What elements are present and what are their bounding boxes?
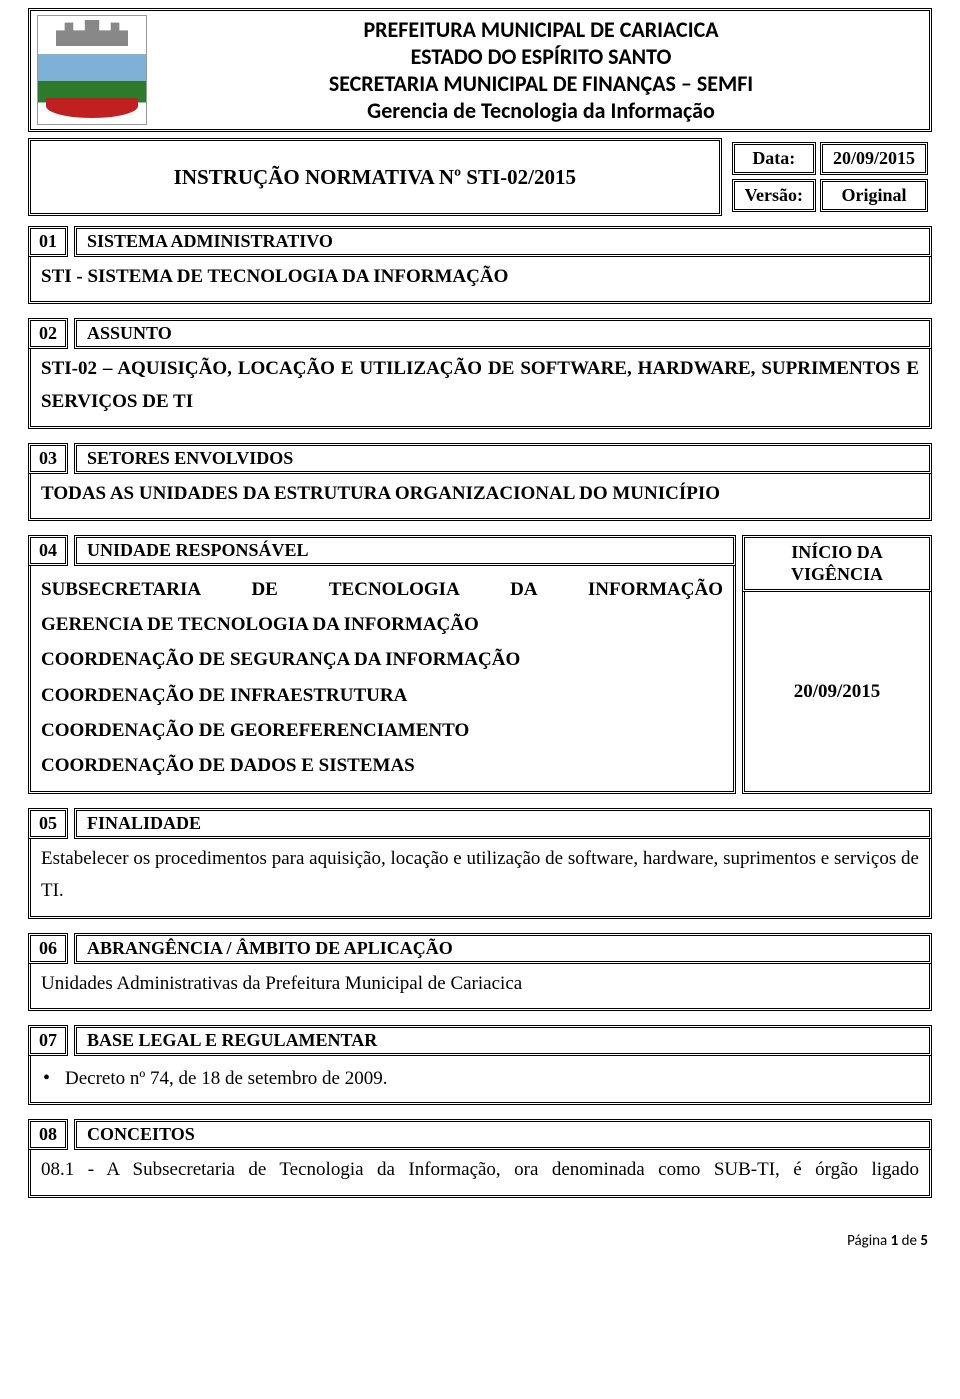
section-06: 06 ABRANGÊNCIA / ÂMBITO DE APLICAÇÃO Uni…	[28, 933, 932, 1011]
section-03-body: TODAS AS UNIDADES DA ESTRUTURA ORGANIZAC…	[28, 474, 932, 521]
document-header: PREFEITURA MUNICIPAL DE CARIACICA ESTADO…	[28, 8, 932, 132]
section-06-title: ABRANGÊNCIA / ÂMBITO DE APLICAÇÃO	[74, 933, 932, 964]
section-04: 04 UNIDADE RESPONSÁVEL SUBSECRETARIA DE …	[28, 535, 932, 794]
section-07-num: 07	[28, 1025, 68, 1056]
section-05-title: FINALIDADE	[74, 808, 932, 839]
section-02-body: STI-02 – AQUISIÇÃO, LOCAÇÃO E UTILIZAÇÃO…	[28, 349, 932, 429]
section-07-body: Decreto nº 74, de 18 de setembro de 2009…	[28, 1056, 932, 1105]
section-08-title: CONCEITOS	[74, 1119, 932, 1150]
section-05-body: Estabelecer os procedimentos para aquisi…	[28, 839, 932, 919]
section-04-line1: SUBSECRETARIA DE TECNOLOGIA DA INFORMAÇÃ…	[41, 572, 723, 607]
section-02-title: ASSUNTO	[74, 318, 932, 349]
municipality-logo	[37, 15, 147, 125]
meta-data-label: Data:	[732, 142, 816, 175]
section-01-num: 01	[28, 226, 68, 257]
vigencia-date: 20/09/2015	[742, 592, 932, 794]
section-03-title: SETORES ENVOLVIDOS	[74, 443, 932, 474]
section-07: 07 BASE LEGAL E REGULAMENTAR Decreto nº …	[28, 1025, 932, 1105]
section-08-body: 08.1 - A Subsecretaria de Tecnologia da …	[28, 1150, 932, 1197]
section-03: 03 SETORES ENVOLVIDOS TODAS AS UNIDADES …	[28, 443, 932, 521]
section-04-line4: COORDENAÇÃO DE INFRAESTRUTURA	[41, 678, 723, 713]
section-04-num: 04	[28, 535, 68, 566]
meta-data-value: 20/09/2015	[820, 142, 928, 175]
section-04-line3: COORDENAÇÃO DE SEGURANÇA DA INFORMAÇÃO	[41, 642, 723, 677]
page-footer: Página 1 de 5	[28, 1232, 932, 1250]
section-01: 01 SISTEMA ADMINISTRATIVO STI - SISTEMA …	[28, 226, 932, 304]
section-06-num: 06	[28, 933, 68, 964]
header-line-4: Gerencia de Tecnologia da Informação	[159, 97, 923, 124]
section-07-title: BASE LEGAL E REGULAMENTAR	[74, 1025, 932, 1056]
section-05-num: 05	[28, 808, 68, 839]
header-line-1: PREFEITURA MUNICIPAL DE CARIACICA	[159, 16, 923, 43]
section-04-line6: COORDENAÇÃO DE DADOS E SISTEMAS	[41, 748, 723, 783]
section-02-num: 02	[28, 318, 68, 349]
section-04-line5: COORDENAÇÃO DE GEOREFERENCIAMENTO	[41, 713, 723, 748]
footer-prefix: Página	[847, 1232, 891, 1250]
section-04-title: UNIDADE RESPONSÁVEL	[74, 535, 736, 566]
vigencia-header: INÍCIO DA VIGÊNCIA	[742, 535, 932, 592]
section-03-num: 03	[28, 443, 68, 474]
instrucao-title: INSTRUÇÃO NORMATIVA Nº STI-02/2015	[28, 138, 722, 216]
section-07-item: Decreto nº 74, de 18 de setembro de 2009…	[65, 1062, 919, 1094]
title-meta-row: INSTRUÇÃO NORMATIVA Nº STI-02/2015 Data:…	[28, 138, 932, 216]
header-line-3: SECRETARIA MUNICIPAL DE FINANÇAS – SEMFI	[159, 70, 923, 97]
footer-total: 5	[920, 1232, 928, 1250]
footer-sep: de	[898, 1232, 920, 1250]
section-04-body: SUBSECRETARIA DE TECNOLOGIA DA INFORMAÇÃ…	[28, 566, 736, 794]
section-01-title: SISTEMA ADMINISTRATIVO	[74, 226, 932, 257]
header-line-2: ESTADO DO ESPÍRITO SANTO	[159, 43, 923, 70]
section-04-line2: GERENCIA DE TECNOLOGIA DA INFORMAÇÃO	[41, 607, 723, 642]
meta-table: Data: 20/09/2015 Versão: Original	[728, 138, 932, 216]
meta-versao-value: Original	[820, 179, 928, 212]
section-08: 08 CONCEITOS 08.1 - A Subsecretaria de T…	[28, 1119, 932, 1197]
section-08-num: 08	[28, 1119, 68, 1150]
section-06-body: Unidades Administrativas da Prefeitura M…	[28, 964, 932, 1011]
section-02: 02 ASSUNTO STI-02 – AQUISIÇÃO, LOCAÇÃO E…	[28, 318, 932, 429]
header-text-block: PREFEITURA MUNICIPAL DE CARIACICA ESTADO…	[159, 16, 923, 124]
section-01-body: STI - SISTEMA DE TECNOLOGIA DA INFORMAÇÃ…	[28, 257, 932, 304]
meta-versao-label: Versão:	[732, 179, 816, 212]
section-05: 05 FINALIDADE Estabelecer os procediment…	[28, 808, 932, 919]
